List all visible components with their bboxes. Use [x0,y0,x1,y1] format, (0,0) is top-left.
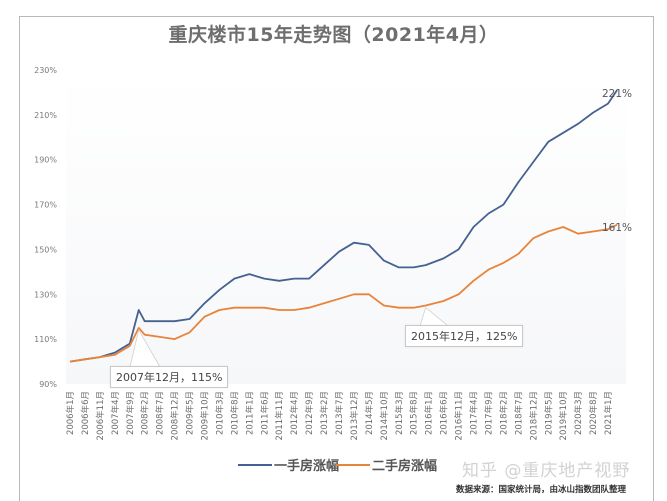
x-axis: 2006年1月 2006年6月 2006年11月 2007年4月 2007年9月 2008… [65,391,614,440]
x-tick-label: 2012年9月 [304,391,315,435]
x-tick-label: 2009年5月 [185,391,196,435]
chart-title: 重庆楼市15年走势图（2021年4月） [168,24,499,46]
data-source-note: 数据来源：国家统计局，由冰山指数团队整理 [456,485,627,495]
y-tick-label: 90% [39,380,57,389]
legend-item-second-hand: 二手房涨幅 [336,455,437,474]
x-tick-label: 2010年8月 [229,391,240,435]
y-tick-label: 130% [34,290,57,299]
end-labels: 221% 161% [602,88,632,234]
x-tick-label: 2009年10月 [200,391,211,440]
legend-label-new-home: 一手房涨幅 [274,459,340,474]
x-tick-label: 2006年1月 [65,391,76,435]
y-tick-label: 190% [34,156,57,165]
watermark: 知乎 @重庆地产视野 [462,461,631,481]
series-line-new-home [69,89,618,363]
y-tick-label: 170% [34,201,57,210]
x-tick-label: 2016年6月 [439,391,450,435]
x-tick-label: 2019年5月 [543,391,554,435]
x-tick-label: 2015年8月 [409,391,420,435]
x-tick-label: 2016年1月 [424,391,435,435]
x-tick-label: 2011年1月 [244,391,255,435]
x-tick-label: 2019年10月 [558,391,569,440]
x-tick-label: 2017年4月 [469,391,480,435]
x-tick-label: 2013年2月 [319,391,330,435]
legend-item-new-home: 一手房涨幅 [238,455,339,474]
x-tick-label: 2008年7月 [155,391,166,435]
x-tick-label: 2016年11月 [454,391,465,440]
legend-label-second-hand: 二手房涨幅 [372,459,438,474]
y-axis: 90% 110% 130% 150% 170% 190% 210% 230% [34,66,57,389]
x-tick-label: 2006年6月 [80,391,91,435]
x-tick-label: 2015年3月 [394,391,405,435]
x-tick-label: 2018年12月 [528,391,539,440]
x-tick-label: 2013年7月 [334,391,345,435]
x-tick-label: 2010年3月 [214,391,225,435]
x-tick-label: 2007年9月 [125,391,136,435]
x-tick-label: 2020年8月 [588,391,599,435]
x-tick-label: 2017年9月 [483,391,494,435]
annotation-2015-low: 2015年12月，125% [405,325,524,347]
x-tick-label: 2013年12月 [349,391,360,440]
series-line-second-hand [69,223,618,363]
x-tick-label: 2020年3月 [573,391,584,435]
end-label-new-home: 221% [602,88,632,100]
x-tick-label: 2011年6月 [259,391,270,435]
series-lines [69,89,618,368]
y-tick-label: 210% [34,111,57,120]
x-tick-label: 2014年10月 [379,391,390,440]
x-tick-label: 2021年1月 [603,391,614,435]
x-tick-label: 2007年4月 [110,391,121,435]
plot-area [66,70,626,384]
y-tick-label: 110% [34,335,57,344]
x-tick-label: 2018年7月 [513,391,524,435]
x-tick-label: 2008年12月 [170,391,181,440]
legend-swatch-second-hand [336,463,370,466]
x-tick-label: 2018年2月 [498,391,509,435]
x-tick-label: 2012年4月 [289,391,300,435]
x-tick-label: 2008年2月 [140,391,151,435]
y-tick-label: 150% [34,245,57,254]
end-label-second-hand: 161% [602,222,632,234]
x-tick-label: 2006年11月 [95,391,106,440]
legend-swatch-new-home [238,463,272,466]
annotation-2007-peak: 2007年12月，115% [110,366,229,388]
x-tick-label: 2011年11月 [274,391,285,440]
y-tick-label: 230% [34,66,57,75]
x-tick-label: 2014年5月 [364,391,375,435]
